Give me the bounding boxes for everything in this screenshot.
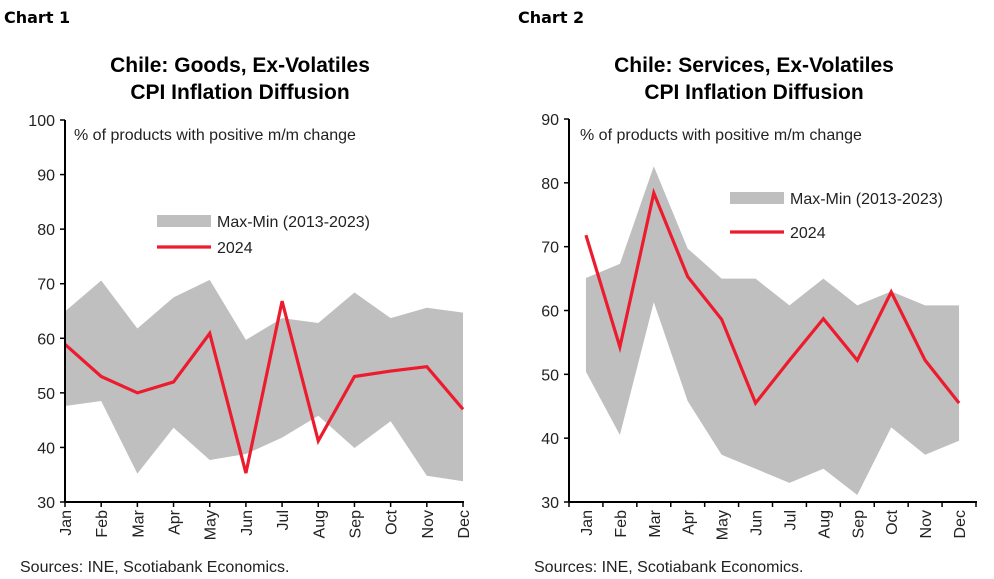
x-tick-label: Oct — [884, 509, 901, 534]
y-tick-label: 40 — [37, 440, 55, 457]
y-tick-label: 50 — [37, 386, 55, 403]
x-tick-label: Jan — [579, 510, 596, 536]
chart-1-label: Chart 1 — [4, 8, 71, 27]
x-tick-label: Mar — [647, 509, 664, 537]
chart-2: Chile: Services, Ex-Volatiles CPI Inflati… — [534, 54, 977, 576]
line-2024 — [63, 300, 465, 474]
x-tick-label: Jun — [749, 510, 766, 536]
x-tick-label: Aug — [311, 510, 328, 538]
axis-note: % of products with positive m/m change — [74, 127, 356, 144]
legend-line-label: 2024 — [217, 240, 253, 257]
legend-band-label: Max-Min (2013-2023) — [217, 214, 370, 231]
chart-title-line: Chile: Goods, Ex-Volatiles — [110, 54, 370, 77]
y-tick-label: 60 — [37, 331, 55, 348]
chart-title-line: CPI Inflation Diffusion — [644, 81, 863, 104]
y-tick-label: 80 — [37, 222, 55, 239]
band-max-min — [585, 166, 960, 495]
legend-band-label: Max-Min (2013-2023) — [790, 191, 943, 208]
x-tick-label: Mar — [130, 509, 147, 537]
source-note: Sources: INE, Scotiabank Economics. — [534, 559, 803, 576]
legend-band-swatch — [157, 215, 211, 227]
y-tick-label: 70 — [37, 277, 55, 294]
x-tick-label: Apr — [681, 509, 698, 535]
x-tick-label: Aug — [816, 510, 833, 538]
y-tick-label: 60 — [541, 304, 559, 321]
y-tick-label: 90 — [541, 112, 559, 129]
x-tick-label: Feb — [94, 510, 111, 538]
legend-line-label: 2024 — [790, 225, 826, 242]
x-tick-label: Nov — [918, 510, 935, 538]
chart-1: Chile: Goods, Ex-Volatiles CPI Inflation … — [20, 54, 473, 576]
x-tick-label: Jun — [239, 510, 256, 536]
x-tick-label: Jul — [782, 510, 799, 530]
chart-title-line: CPI Inflation Diffusion — [130, 81, 349, 104]
x-tick-label: Oct — [384, 509, 401, 534]
x-tick-label: Apr — [167, 509, 184, 535]
source-note: Sources: INE, Scotiabank Economics. — [20, 559, 289, 576]
y-tick-label: 50 — [541, 367, 559, 384]
x-tick-label: May — [203, 510, 220, 540]
x-tick-label: Dec — [952, 510, 969, 538]
y-tick-label: 30 — [37, 495, 55, 512]
x-tick-label: Jul — [275, 510, 292, 530]
legend-band-swatch — [730, 192, 784, 204]
line-2024 — [584, 187, 961, 407]
x-tick-label: May — [715, 510, 732, 540]
y-tick-label: 70 — [541, 240, 559, 257]
y-tick-label: 30 — [541, 495, 559, 512]
y-tick-label: 90 — [37, 168, 55, 185]
y-tick-label: 100 — [28, 113, 55, 130]
x-tick-label: Jan — [58, 510, 75, 536]
x-tick-label: Sep — [850, 510, 867, 539]
y-tick-label: 40 — [541, 431, 559, 448]
chart-2-label: Chart 2 — [518, 8, 585, 27]
chart-title-line: Chile: Services, Ex-Volatiles — [614, 54, 894, 77]
axis-note: % of products with positive m/m change — [580, 127, 862, 144]
x-tick-label: Dec — [456, 510, 473, 538]
y-tick-label: 80 — [541, 176, 559, 193]
x-tick-label: Feb — [613, 510, 630, 538]
x-tick-label: Nov — [420, 510, 437, 538]
x-tick-label: Sep — [347, 510, 364, 539]
